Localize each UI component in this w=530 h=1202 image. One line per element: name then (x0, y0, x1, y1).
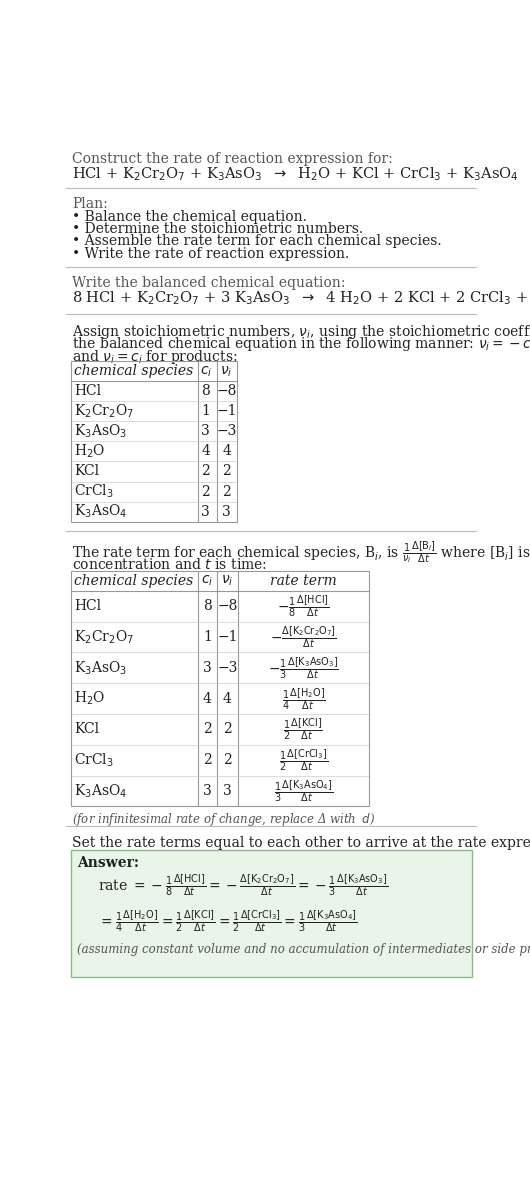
Text: K$_2$Cr$_2$O$_7$: K$_2$Cr$_2$O$_7$ (74, 403, 134, 421)
Text: KCl: KCl (74, 722, 99, 737)
Text: Answer:: Answer: (77, 856, 139, 870)
Text: 2: 2 (222, 484, 231, 499)
Text: 2: 2 (223, 754, 232, 767)
Text: 2: 2 (203, 722, 211, 737)
Text: 8 HCl + K$_2$Cr$_2$O$_7$ + 3 K$_3$AsO$_3$  $\rightarrow$  4 H$_2$O + 2 KCl + 2 C: 8 HCl + K$_2$Cr$_2$O$_7$ + 3 K$_3$AsO$_3… (73, 288, 530, 307)
Text: Write the balanced chemical equation:: Write the balanced chemical equation: (73, 276, 346, 290)
Text: $\frac{1}{2}\frac{\Delta[\mathrm{CrCl_3}]}{\Delta t}$: $\frac{1}{2}\frac{\Delta[\mathrm{CrCl_3}… (279, 748, 328, 773)
Text: Plan:: Plan: (73, 197, 108, 212)
Text: 3: 3 (223, 784, 232, 798)
Text: H$_2$O: H$_2$O (74, 690, 105, 707)
Text: $\nu_i$: $\nu_i$ (221, 573, 234, 588)
Text: K$_3$AsO$_4$: K$_3$AsO$_4$ (74, 502, 127, 520)
Text: $-\frac{1}{3}\frac{\Delta[\mathrm{K_3AsO_3}]}{\Delta t}$: $-\frac{1}{3}\frac{\Delta[\mathrm{K_3AsO… (268, 655, 339, 680)
Text: 4: 4 (223, 691, 232, 706)
Text: −8: −8 (216, 385, 237, 398)
Text: $\frac{1}{2}\frac{\Delta[\mathrm{KCl}]}{\Delta t}$: $\frac{1}{2}\frac{\Delta[\mathrm{KCl}]}{… (284, 716, 323, 743)
Text: $\frac{1}{4}\frac{\Delta[\mathrm{H_2O}]}{\Delta t}$: $\frac{1}{4}\frac{\Delta[\mathrm{H_2O}]}… (281, 686, 325, 712)
Text: 1: 1 (203, 630, 212, 644)
Text: 3: 3 (201, 424, 210, 439)
Text: (for infinitesimal rate of change, replace Δ with  $d$): (for infinitesimal rate of change, repla… (73, 811, 376, 828)
Text: K$_3$AsO$_3$: K$_3$AsO$_3$ (74, 659, 127, 677)
Text: −8: −8 (217, 600, 237, 613)
Text: the balanced chemical equation in the following manner: $\nu_i = -c_i$ for react: the balanced chemical equation in the fo… (73, 335, 530, 353)
Text: 3: 3 (203, 784, 211, 798)
Text: concentration and $t$ is time:: concentration and $t$ is time: (73, 557, 268, 572)
Text: HCl: HCl (74, 600, 101, 613)
Text: • Write the rate of reaction expression.: • Write the rate of reaction expression. (73, 246, 350, 261)
Text: • Balance the chemical equation.: • Balance the chemical equation. (73, 209, 307, 224)
Text: −3: −3 (216, 424, 237, 439)
Text: 2: 2 (203, 754, 211, 767)
Text: 4: 4 (201, 445, 210, 458)
Text: K$_2$Cr$_2$O$_7$: K$_2$Cr$_2$O$_7$ (74, 629, 134, 645)
Text: $-\frac{1}{8}\frac{\Delta[\mathrm{HCl}]}{\Delta t}$: $-\frac{1}{8}\frac{\Delta[\mathrm{HCl}]}… (277, 594, 330, 619)
Text: $\frac{1}{3}\frac{\Delta[\mathrm{K_3AsO_4}]}{\Delta t}$: $\frac{1}{3}\frac{\Delta[\mathrm{K_3AsO_… (274, 778, 333, 804)
Text: 2: 2 (223, 722, 232, 737)
Text: Construct the rate of reaction expression for:: Construct the rate of reaction expressio… (73, 151, 393, 166)
Text: $= \frac{1}{4}\frac{\Delta[\mathrm{H_2O}]}{\Delta t} = \frac{1}{2}\frac{\Delta[\: $= \frac{1}{4}\frac{\Delta[\mathrm{H_2O}… (98, 908, 358, 934)
Text: and $\nu_i = c_i$ for products:: and $\nu_i = c_i$ for products: (73, 347, 238, 365)
Text: 2: 2 (201, 464, 210, 478)
Text: rate $= -\frac{1}{8}\frac{\Delta[\mathrm{HCl}]}{\Delta t} = -\frac{\Delta[\mathr: rate $= -\frac{1}{8}\frac{\Delta[\mathrm… (98, 873, 388, 898)
Bar (71, 362, 237, 522)
Text: $\nu_i$: $\nu_i$ (220, 364, 233, 379)
Text: 1: 1 (201, 404, 210, 418)
Text: rate term: rate term (270, 573, 337, 588)
Text: 8: 8 (201, 385, 210, 398)
Text: HCl: HCl (74, 385, 101, 398)
Text: Assign stoichiometric numbers, $\nu_i$, using the stoichiometric coefficients, $: Assign stoichiometric numbers, $\nu_i$, … (73, 323, 530, 341)
Bar (71, 571, 368, 807)
Bar (71, 850, 472, 976)
Text: 4: 4 (203, 691, 212, 706)
Text: HCl + K$_2$Cr$_2$O$_7$ + K$_3$AsO$_3$  $\rightarrow$  H$_2$O + KCl + CrCl$_3$ + : HCl + K$_2$Cr$_2$O$_7$ + K$_3$AsO$_3$ $\… (73, 165, 519, 183)
Text: 2: 2 (222, 464, 231, 478)
Text: (assuming constant volume and no accumulation of intermediates or side products): (assuming constant volume and no accumul… (77, 944, 530, 957)
Text: H$_2$O: H$_2$O (74, 442, 105, 460)
Text: −1: −1 (216, 404, 237, 418)
Text: 8: 8 (203, 600, 211, 613)
Text: 3: 3 (203, 661, 211, 674)
Text: KCl: KCl (74, 464, 99, 478)
Text: • Determine the stoichiometric numbers.: • Determine the stoichiometric numbers. (73, 222, 364, 236)
Text: CrCl$_3$: CrCl$_3$ (74, 483, 114, 500)
Text: • Assemble the rate term for each chemical species.: • Assemble the rate term for each chemic… (73, 234, 442, 249)
Text: −3: −3 (217, 661, 237, 674)
Text: $c_i$: $c_i$ (201, 573, 214, 588)
Text: The rate term for each chemical species, B$_i$, is $\frac{1}{\nu_i}\frac{\Delta[: The rate term for each chemical species,… (73, 540, 530, 566)
Text: CrCl$_3$: CrCl$_3$ (74, 751, 114, 769)
Text: Set the rate terms equal to each other to arrive at the rate expression:: Set the rate terms equal to each other t… (73, 835, 530, 850)
Text: chemical species: chemical species (74, 573, 193, 588)
Text: chemical species: chemical species (74, 364, 193, 379)
Text: $-\frac{\Delta[\mathrm{K_2Cr_2O_7}]}{\Delta t}$: $-\frac{\Delta[\mathrm{K_2Cr_2O_7}]}{\De… (270, 624, 337, 650)
Text: 4: 4 (222, 445, 231, 458)
Text: K$_3$AsO$_3$: K$_3$AsO$_3$ (74, 423, 127, 440)
Text: 3: 3 (222, 505, 231, 518)
Text: 2: 2 (201, 484, 210, 499)
Text: −1: −1 (217, 630, 237, 644)
Text: 3: 3 (201, 505, 210, 518)
Text: $c_i$: $c_i$ (200, 364, 212, 379)
Text: K$_3$AsO$_4$: K$_3$AsO$_4$ (74, 783, 127, 799)
